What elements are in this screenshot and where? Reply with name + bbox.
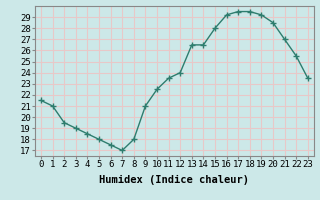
X-axis label: Humidex (Indice chaleur): Humidex (Indice chaleur) — [100, 175, 249, 185]
